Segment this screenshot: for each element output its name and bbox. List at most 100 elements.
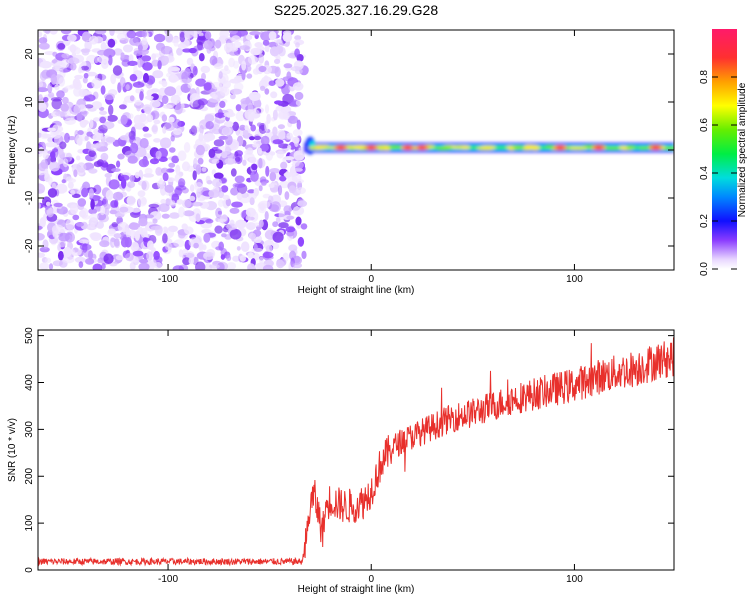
- track-blob: [314, 144, 321, 149]
- noise-speckle: [141, 55, 152, 62]
- noise-speckle: [203, 82, 212, 91]
- noise-speckle: [119, 135, 129, 141]
- noise-speckle: [137, 190, 146, 198]
- noise-speckle: [172, 128, 182, 136]
- noise-speckle: [78, 239, 90, 244]
- noise-speckle: [137, 196, 147, 207]
- noise-speckle: [89, 213, 99, 221]
- noise-speckle: [163, 122, 176, 131]
- noise-speckle: [58, 232, 70, 242]
- noise-speckle: [90, 198, 95, 210]
- noise-speckle: [38, 87, 49, 93]
- noise-speckle: [69, 44, 77, 53]
- noise-speckle: [213, 172, 224, 180]
- noise-speckle: [92, 263, 103, 270]
- noise-speckle: [78, 66, 83, 74]
- noise-speckle: [133, 50, 143, 56]
- noise-speckle: [60, 103, 69, 112]
- noise-speckle: [173, 38, 179, 47]
- noise-speckle: [122, 227, 130, 235]
- noise-speckle: [64, 85, 75, 90]
- noise-speckle: [58, 250, 64, 261]
- noise-speckle: [283, 135, 295, 140]
- noise-speckle: [247, 252, 254, 259]
- noise-speckle: [72, 214, 80, 221]
- noise-speckle: [224, 146, 232, 155]
- noise-speckle: [86, 141, 92, 152]
- noise-speckle: [213, 63, 224, 70]
- noise-speckle: [226, 262, 237, 270]
- noise-speckle: [93, 117, 100, 122]
- noise-speckle: [52, 230, 60, 239]
- noise-speckle: [76, 155, 81, 161]
- colorbar-tick-label: 0.4: [699, 166, 710, 180]
- noise-speckle: [149, 100, 161, 108]
- noise-speckle: [135, 70, 143, 78]
- noise-speckle: [193, 242, 199, 249]
- noise-speckle: [176, 199, 184, 205]
- noise-speckle: [293, 255, 301, 264]
- noise-speckle: [177, 150, 187, 161]
- noise-speckle: [148, 203, 160, 209]
- noise-speckle: [90, 222, 95, 229]
- x-tick-label: 0: [368, 574, 374, 585]
- noise-speckle: [253, 98, 262, 110]
- noise-speckle: [218, 71, 223, 79]
- noise-speckle: [283, 205, 293, 214]
- noise-speckle: [69, 105, 81, 115]
- noise-speckle: [211, 178, 223, 188]
- noise-speckle: [129, 74, 138, 82]
- snr-y-label: SNR (10 * v/v): [7, 418, 18, 482]
- noise-speckle: [285, 226, 296, 233]
- noise-speckle: [203, 251, 215, 261]
- noise-speckle: [245, 207, 256, 217]
- noise-speckle: [113, 238, 120, 247]
- noise-speckle: [165, 33, 174, 43]
- chart-title: S225.2025.327.16.29.G28: [274, 2, 438, 18]
- noise-speckle: [236, 192, 243, 201]
- noise-speckle: [236, 246, 241, 251]
- colorbar-ticks: 0.0 0.2 0.4 0.6 0.8: [699, 70, 737, 276]
- noise-speckle: [169, 147, 176, 153]
- noise-speckle: [183, 142, 191, 153]
- noise-speckle: [278, 210, 285, 221]
- x-tick-label: 0: [368, 274, 374, 285]
- noise-speckle: [103, 253, 114, 264]
- noise-speckle: [239, 124, 246, 131]
- noise-speckle: [129, 95, 135, 102]
- noise-speckle: [221, 185, 229, 193]
- noise-speckle: [235, 156, 241, 162]
- noise-speckle: [104, 173, 113, 178]
- noise-speckle: [43, 96, 49, 103]
- noise-speckle: [249, 197, 255, 206]
- track-peak: [556, 146, 565, 150]
- noise-speckle: [50, 97, 63, 102]
- noise-speckle: [181, 75, 192, 84]
- noise-speckle: [91, 77, 102, 89]
- noise-speckle: [249, 31, 261, 36]
- noise-speckle: [65, 219, 75, 231]
- noise-speckle: [39, 246, 50, 253]
- noise-speckle: [272, 109, 278, 121]
- noise-speckle: [268, 31, 277, 41]
- noise-speckle: [144, 167, 153, 175]
- noise-speckle: [204, 114, 215, 123]
- snr-background: [38, 330, 674, 570]
- noise-speckle: [38, 202, 41, 209]
- noise-speckle: [49, 161, 60, 172]
- y-tick-label: 0: [24, 567, 35, 573]
- noise-speckle: [100, 85, 106, 95]
- y-tick-label: 400: [24, 374, 35, 391]
- noise-speckle: [48, 176, 53, 186]
- noise-speckle: [274, 58, 281, 65]
- noise-speckle: [214, 225, 223, 234]
- noise-speckle: [188, 47, 197, 54]
- noise-speckle: [275, 39, 284, 49]
- noise-speckle: [142, 237, 148, 243]
- noise-speckle: [258, 53, 265, 64]
- noise-speckle: [272, 126, 278, 137]
- noise-speckle: [55, 111, 67, 117]
- noise-speckle: [182, 248, 189, 256]
- track-blob: [524, 144, 539, 149]
- noise-speckle: [44, 30, 51, 35]
